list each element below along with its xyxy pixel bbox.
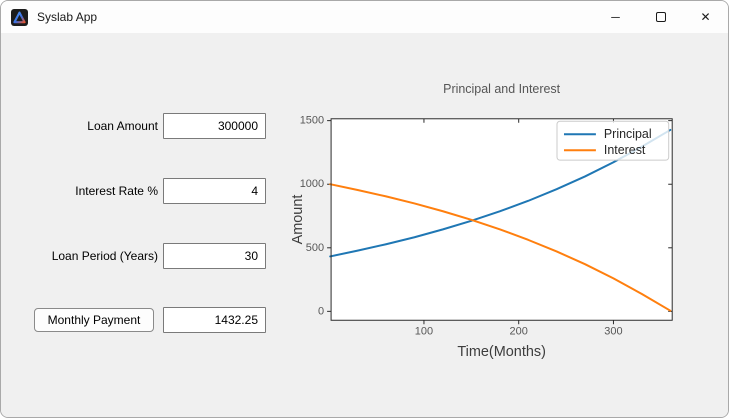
y-tick-label: 1500 <box>300 115 324 127</box>
close-icon: ✕ <box>700 10 711 24</box>
principal-line <box>329 128 672 258</box>
window-title: Syslab App <box>37 10 98 24</box>
loan-amount-label: Loan Amount <box>87 119 158 133</box>
chart-title: Principal and Interest <box>443 82 561 96</box>
loan-period-input[interactable] <box>163 243 266 269</box>
x-tick-label: 100 <box>415 325 433 337</box>
x-axis-label: Time(Months) <box>457 344 546 360</box>
interest-rate-label: Interest Rate % <box>75 184 158 198</box>
y-axis-label: Amount <box>290 195 306 245</box>
maximize-button[interactable] <box>638 1 683 33</box>
window-controls: ─ ✕ <box>593 1 728 33</box>
loan-chart: 100 200 300 0 500 1000 1500 Principal Interest P… <box>290 82 673 360</box>
y-tick-label: 0 <box>318 305 324 317</box>
legend-label-principal: Principal <box>604 127 652 141</box>
interest-line <box>329 183 672 312</box>
maximize-icon <box>655 12 666 22</box>
monthly-payment-value[interactable] <box>163 307 266 333</box>
monthly-payment-button[interactable]: Monthly Payment <box>34 308 154 332</box>
interest-rate-input[interactable] <box>163 178 266 204</box>
minimize-button[interactable]: ─ <box>593 1 638 33</box>
close-button[interactable]: ✕ <box>683 1 728 33</box>
plot-frame <box>330 118 673 321</box>
loan-period-label: Loan Period (Years) <box>51 249 158 263</box>
x-tick-label: 300 <box>604 325 622 337</box>
content-area: 100 200 300 0 500 1000 1500 Principal Interest P… <box>1 33 728 417</box>
loan-amount-input[interactable] <box>163 113 266 139</box>
titlebar: Syslab App ─ ✕ <box>1 1 728 33</box>
y-tick-label: 1000 <box>300 178 324 190</box>
app-icon <box>11 8 28 26</box>
x-tick-label: 200 <box>510 325 528 337</box>
legend-label-interest: Interest <box>604 143 646 157</box>
minimize-icon: ─ <box>611 10 620 24</box>
y-tick-label: 500 <box>306 242 324 254</box>
